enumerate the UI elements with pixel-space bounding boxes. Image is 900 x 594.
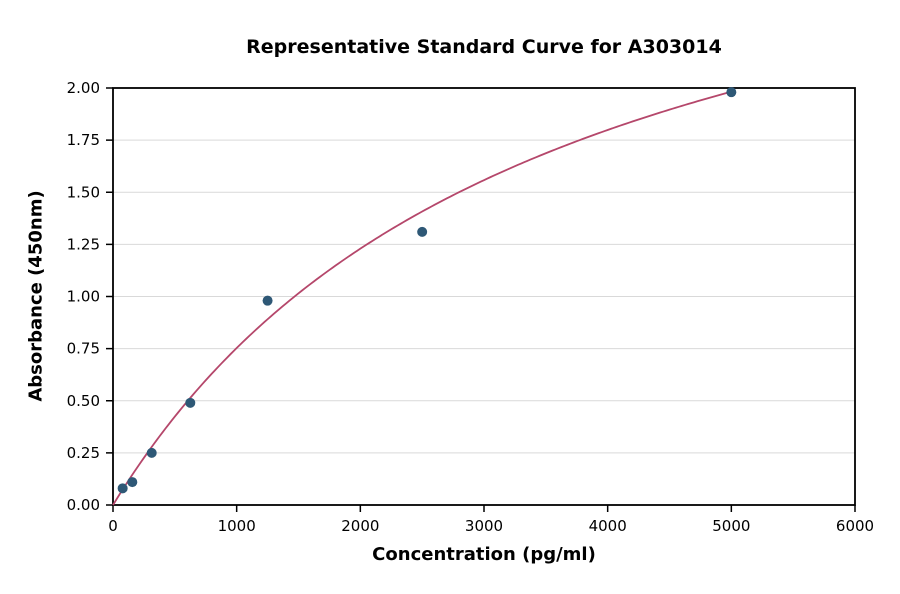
data-point [417,226,428,237]
x-tick-label: 2000 [341,517,379,535]
y-tick-label: 1.50 [67,183,100,201]
y-tick-label: 0.75 [67,340,100,358]
chart-title: Representative Standard Curve for A30301… [246,36,722,58]
y-tick-label: 0.50 [67,392,100,410]
y-tick-label: 2.00 [67,79,100,97]
x-tick-label: 4000 [589,517,627,535]
data-point [726,87,737,98]
data-point [117,483,128,494]
data-point [127,477,138,488]
data-point [146,447,157,458]
x-tick-label: 5000 [712,517,750,535]
data-point [262,295,273,306]
fit-curve [112,90,732,506]
x-tick-label: 6000 [836,517,874,535]
y-axis-label: Absorbance (450nm) [25,190,47,402]
x-axis-label: Concentration (pg/ml) [372,544,596,565]
x-tick-label: 0 [108,517,118,535]
y-tick-label: 0.00 [67,496,100,514]
y-tick-label: 1.25 [67,235,100,253]
y-tick-label: 1.00 [67,288,100,306]
y-tick-label: 1.75 [67,131,100,149]
x-tick-label: 3000 [465,517,503,535]
data-point [185,397,196,408]
x-tick-label: 1000 [218,517,256,535]
y-tick-label: 0.25 [67,444,100,462]
